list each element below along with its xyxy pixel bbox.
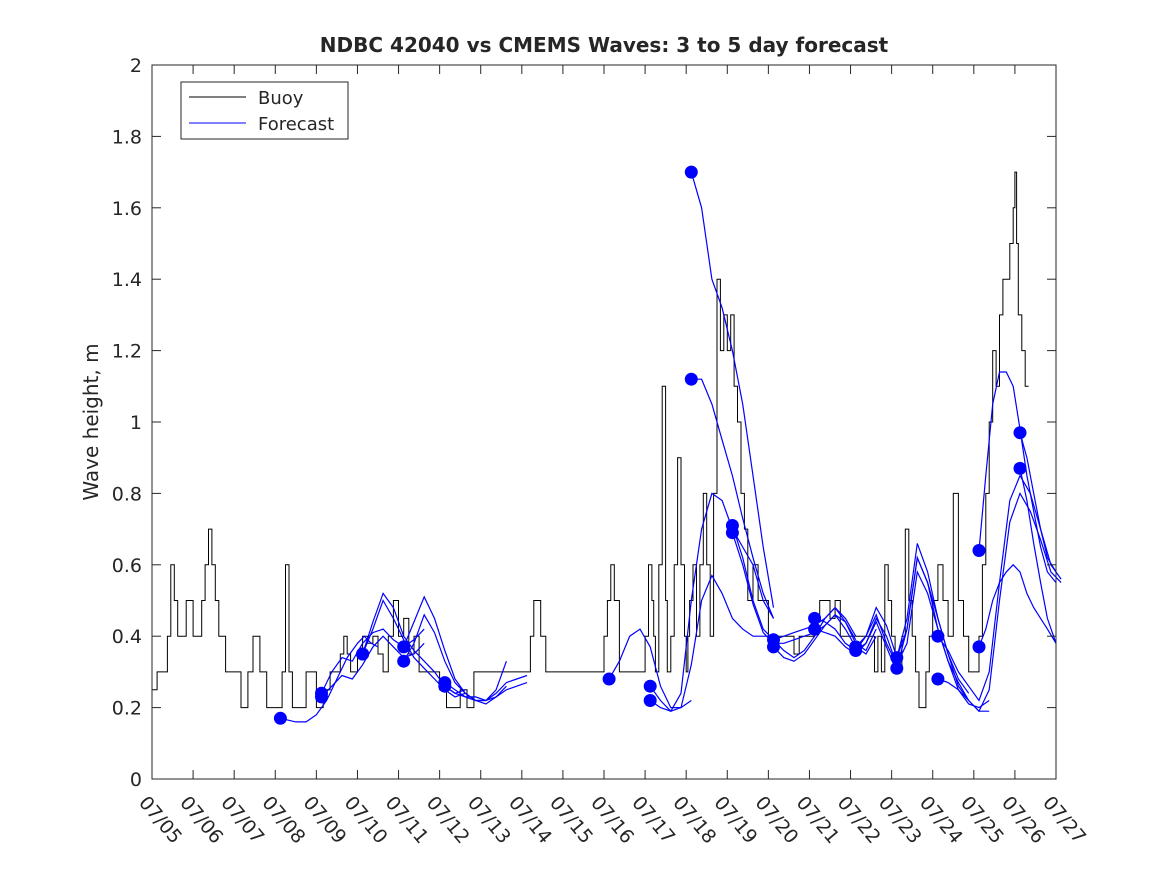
forecast-line: [690, 171, 775, 608]
legend-box: [180, 81, 349, 140]
forecast-line: [1019, 432, 1057, 573]
forecast-start-marker: [808, 611, 822, 625]
forecast-start-marker: [643, 679, 657, 693]
forecast-start-marker: [808, 622, 822, 636]
forecast-line: [444, 682, 528, 702]
forecast-line: [649, 574, 774, 712]
y-tick-label: 0.8: [112, 483, 142, 505]
marker-layer: [273, 165, 1027, 725]
y-tick-label: 0.2: [112, 698, 142, 720]
forecast-start-marker: [1013, 426, 1027, 440]
y-tick-label: 0.6: [112, 555, 142, 577]
forecast-start-marker: [684, 372, 698, 386]
buoy-line: [152, 171, 1029, 709]
y-axis: 0 0.2 0.4 0.6 0.8 1 1.2 1.4 1.6 1.8 2: [112, 55, 1056, 791]
legend-forecast-label: Forecast: [258, 114, 334, 135]
forecast-line: [403, 595, 507, 705]
forecast-start-marker: [931, 672, 945, 686]
forecast-line: [978, 563, 1057, 648]
y-tick-label: 1.6: [112, 198, 142, 220]
forecast-start-marker: [725, 526, 739, 540]
series-layer: [152, 171, 1062, 723]
forecast-start-marker: [602, 672, 616, 686]
y-tick-label: 0.4: [112, 626, 142, 648]
forecast-start-marker: [356, 647, 370, 661]
forecast-start-marker: [890, 661, 904, 675]
y-tick-label: 1.4: [112, 269, 142, 291]
chart-title: NDBC 42040 vs CMEMS Waves: 3 to 5 day fo…: [320, 33, 889, 57]
forecast-start-marker: [684, 165, 698, 179]
forecast-line: [937, 491, 1062, 713]
forecast-start-marker: [767, 640, 780, 654]
legend-buoy-label: Buoy: [258, 88, 304, 109]
y-tick-label: 1.2: [112, 341, 142, 363]
forecast-start-marker: [849, 644, 863, 657]
forecast-start-marker: [643, 694, 657, 707]
forecast-start-marker: [397, 654, 411, 668]
forecast-line: [1019, 468, 1057, 644]
forecast-start-marker: [273, 711, 287, 725]
y-tick-label: 2: [130, 55, 142, 77]
forecast-start-marker: [315, 690, 328, 704]
forecast-start-marker: [397, 640, 411, 654]
forecast-start-marker: [972, 640, 986, 654]
forecast-start-marker: [438, 679, 452, 693]
forecast-line: [403, 613, 507, 702]
forecast-start-marker: [890, 651, 904, 665]
forecast-start-marker: [1013, 461, 1027, 475]
forecast-line: [362, 599, 466, 698]
y-tick-label: 1: [130, 412, 142, 434]
legend: Buoy Forecast: [180, 81, 349, 140]
forecast-line: [978, 371, 1057, 583]
y-tick-label: 1.8: [112, 126, 142, 148]
forecast-start-marker: [972, 544, 986, 557]
y-tick-label: 0: [130, 769, 142, 791]
forecast-line: [691, 378, 775, 619]
forecast-line: [608, 628, 692, 709]
y-axis-label: Wave height, m: [79, 343, 103, 500]
forecast-start-marker: [931, 629, 945, 643]
